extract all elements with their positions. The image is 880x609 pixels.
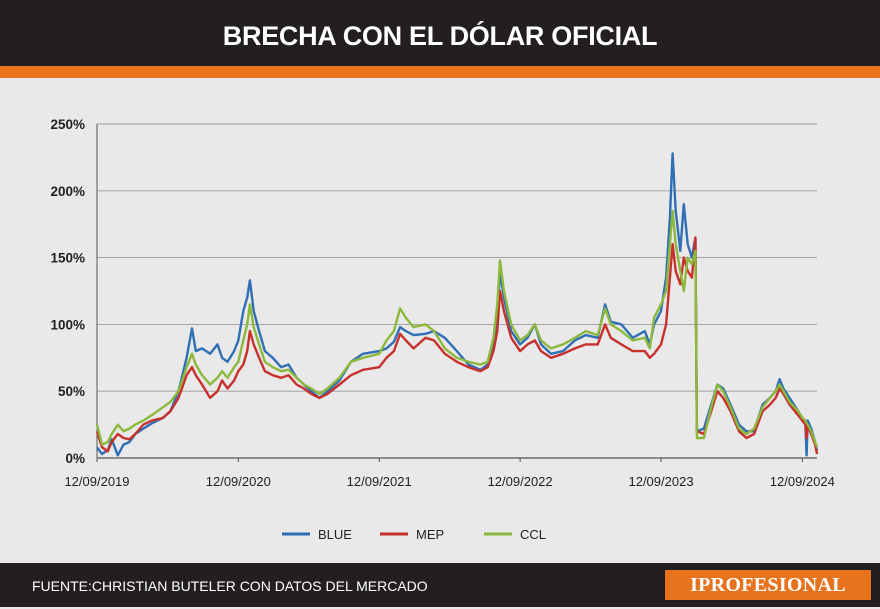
legend-label-blue: BLUE	[318, 527, 352, 542]
x-tick-label: 12/09/2020	[206, 474, 271, 489]
legend-label-ccl: CCL	[520, 527, 546, 542]
chart-title: BRECHA CON EL DÓLAR OFICIAL	[222, 21, 658, 51]
y-tick-label: 150%	[50, 251, 85, 266]
brand-logo: IPROFESIONAL	[665, 570, 871, 600]
x-tick-label: 12/09/2022	[488, 474, 553, 489]
y-tick-label: 0%	[65, 451, 85, 466]
y-tick-label: 250%	[50, 117, 85, 132]
line-chart: 0%50%100%150%200%250% 12/09/2019 12/09/20…	[50, 117, 834, 542]
x-tick-label: 12/09/2023	[628, 474, 693, 489]
y-axis-ticks: 0% 50% 100% 150% 200% 250%	[50, 117, 85, 466]
y-tick-label: 50%	[58, 384, 85, 399]
series-line-blue	[96, 152, 819, 457]
legend-label-mep: MEP	[416, 527, 444, 542]
series-line-mep	[95, 236, 819, 455]
y-tick-label: 100%	[50, 317, 85, 332]
legend: BLUE MEP CCL	[282, 527, 546, 542]
y-tick-label: 200%	[50, 184, 85, 199]
accent-band	[0, 66, 880, 78]
brand-logo-text: IPROFESIONAL	[690, 574, 846, 596]
x-axis-ticks: 12/09/2019 12/09/2020 12/09/2021 12/09/2022…	[64, 474, 834, 489]
x-tick-label: 12/09/2019	[64, 474, 129, 489]
x-tick-label: 12/09/2021	[347, 474, 412, 489]
series-line-ccl	[95, 209, 819, 448]
header-bar: BRECHA CON EL DÓLAR OFICIAL	[0, 0, 880, 66]
series-lines	[95, 152, 819, 457]
plot-area: 0% 50% 100% 150% 200% 250% 12/09/2019 12/09/20…	[0, 78, 880, 563]
source-credit: FUENTE:CHRISTIAN BUTELER CON DATOS DEL M…	[32, 578, 428, 594]
x-tick-label: 12/09/2024	[770, 474, 835, 489]
